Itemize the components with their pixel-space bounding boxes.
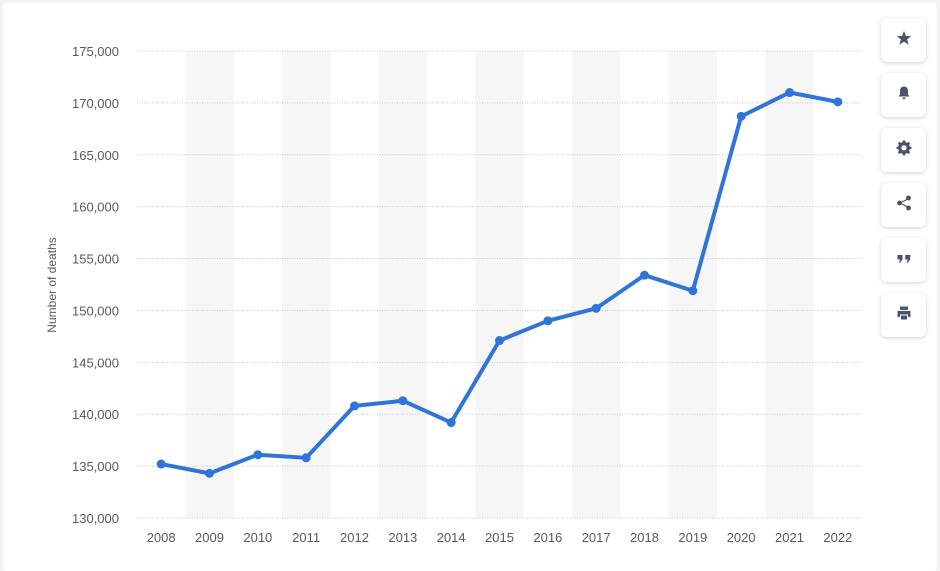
star-icon (896, 30, 912, 51)
y-tick-label: 150,000 (72, 303, 119, 318)
data-point[interactable] (688, 286, 698, 296)
y-tick-label: 160,000 (72, 200, 119, 215)
chart-toolbar (881, 18, 926, 337)
column-band (185, 51, 234, 518)
share-icon (896, 195, 912, 216)
data-point[interactable] (543, 316, 553, 326)
data-point[interactable] (640, 270, 649, 280)
x-tick-label: 2019 (678, 530, 707, 545)
data-point[interactable] (156, 459, 166, 469)
y-tick-label: 130,000 (72, 511, 119, 526)
data-point[interactable] (253, 450, 263, 460)
quote-icon (896, 250, 912, 271)
x-tick-label: 2008 (147, 530, 176, 545)
y-tick-label: 165,000 (72, 148, 119, 163)
star-button[interactable] (881, 18, 926, 62)
x-tick-label: 2012 (340, 530, 369, 545)
data-point[interactable] (301, 453, 311, 463)
data-point[interactable] (350, 401, 359, 411)
y-tick-label: 175,000 (72, 44, 119, 59)
x-axis-ticks: 2008 2009 2010 2011 2012 2013 2014 2015 2016 2017… (147, 530, 853, 545)
x-tick-label: 2011 (292, 530, 320, 545)
data-point[interactable] (446, 418, 456, 428)
column-band (378, 51, 427, 518)
gridlines (137, 50, 862, 519)
y-axis-ticks: 130,000 135,000 140,000 145,000 150,000 155,0… (72, 44, 119, 526)
cite-button[interactable] (881, 238, 926, 282)
series-group (156, 88, 843, 478)
share-button[interactable] (881, 183, 926, 227)
x-tick-label: 2010 (243, 530, 272, 545)
data-point[interactable] (205, 468, 214, 478)
gear-icon (896, 139, 912, 161)
x-tick-label: 2021 (775, 530, 804, 545)
column-band (475, 51, 524, 518)
data-point[interactable] (833, 97, 843, 107)
settings-button[interactable] (881, 128, 926, 172)
data-point[interactable] (495, 336, 504, 346)
y-tick-label: 170,000 (72, 96, 119, 111)
x-tick-label: 2017 (582, 530, 611, 545)
y-tick-label: 140,000 (72, 407, 119, 422)
line-chart: 130,000 135,000 140,000 145,000 150,000 155,0… (45, 44, 862, 545)
data-point[interactable] (785, 88, 794, 98)
x-tick-label: 2020 (727, 530, 756, 545)
x-tick-label: 2018 (630, 530, 659, 545)
y-tick-label: 145,000 (72, 355, 119, 370)
print-button[interactable] (881, 293, 926, 337)
column-bands (185, 51, 814, 518)
column-band (765, 51, 814, 518)
data-point[interactable] (398, 396, 408, 406)
x-tick-label: 2014 (437, 530, 466, 545)
bell-icon (896, 85, 912, 106)
x-tick-label: 2016 (533, 530, 562, 545)
x-tick-label: 2015 (485, 530, 514, 545)
x-tick-label: 2009 (195, 530, 224, 545)
x-tick-label: 2022 (823, 530, 852, 545)
data-point[interactable] (736, 111, 746, 121)
y-tick-label: 135,000 (72, 459, 119, 474)
print-icon (896, 305, 912, 326)
column-band (572, 51, 621, 518)
y-axis-title: Number of deaths (45, 237, 59, 332)
column-band (282, 51, 331, 518)
x-tick-label: 2013 (388, 530, 417, 545)
notification-button[interactable] (881, 73, 926, 117)
y-tick-label: 155,000 (72, 252, 119, 267)
data-point[interactable] (591, 303, 601, 313)
